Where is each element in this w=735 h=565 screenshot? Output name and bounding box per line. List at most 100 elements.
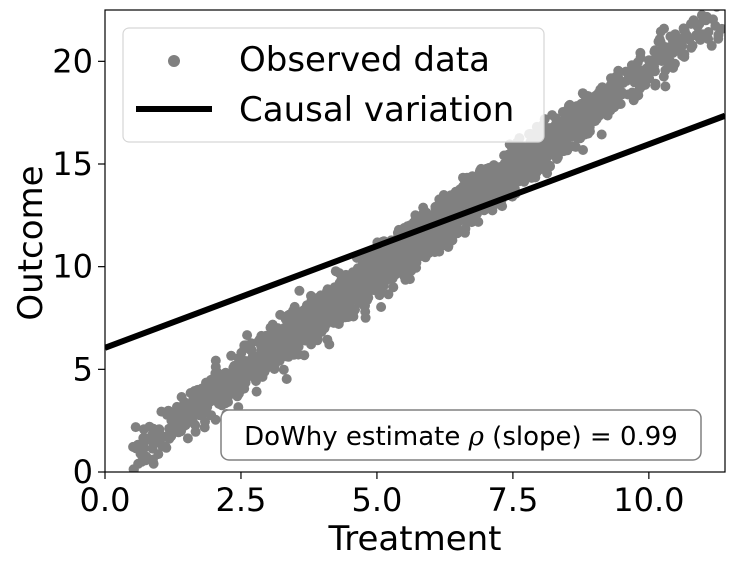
observed-point bbox=[418, 208, 429, 219]
observed-point bbox=[188, 407, 199, 417]
observed-point bbox=[232, 391, 243, 402]
observed-point bbox=[405, 241, 416, 251]
observed-point bbox=[523, 145, 534, 156]
observed-point bbox=[452, 228, 463, 239]
causal-variation-line bbox=[105, 112, 725, 351]
observed-point bbox=[460, 227, 470, 238]
observed-point bbox=[693, 32, 704, 42]
observed-point bbox=[464, 196, 475, 207]
y-tick-label: 20 bbox=[52, 42, 93, 80]
observed-point bbox=[443, 204, 454, 215]
observed-point bbox=[174, 404, 185, 415]
observed-point bbox=[597, 82, 608, 93]
observed-point bbox=[242, 330, 253, 341]
annotation-suffix: (slope) = 0.99 bbox=[484, 422, 678, 452]
observed-point bbox=[703, 34, 714, 44]
observed-point bbox=[322, 334, 333, 345]
observed-point bbox=[210, 355, 221, 366]
observed-point bbox=[579, 109, 590, 120]
observed-point bbox=[240, 369, 251, 380]
observed-point bbox=[384, 271, 395, 282]
observed-point bbox=[626, 72, 637, 83]
scatter-points bbox=[128, 0, 725, 472]
x-tick-label: 5.0 bbox=[351, 481, 402, 519]
observed-point bbox=[339, 292, 350, 303]
observed-point bbox=[512, 173, 523, 184]
observed-point bbox=[161, 442, 172, 453]
observed-point bbox=[281, 374, 292, 384]
observed-point bbox=[572, 102, 583, 113]
observed-point bbox=[660, 81, 671, 92]
observed-point bbox=[613, 65, 624, 76]
annotation-text: DoWhy estimate ρ (slope) = 0.99 bbox=[244, 422, 678, 452]
observed-point bbox=[543, 131, 553, 142]
observed-point bbox=[492, 173, 503, 184]
observed-point bbox=[272, 345, 283, 356]
observed-point bbox=[516, 166, 527, 177]
observed-point bbox=[251, 386, 262, 397]
observed-point bbox=[208, 373, 219, 384]
observed-point bbox=[312, 330, 323, 341]
observed-point bbox=[388, 282, 399, 293]
observed-point bbox=[497, 201, 508, 212]
observed-point bbox=[637, 75, 647, 86]
observed-point bbox=[485, 188, 496, 198]
observed-point bbox=[562, 104, 573, 115]
observed-point bbox=[362, 285, 373, 296]
observed-point bbox=[400, 274, 411, 285]
observed-point bbox=[190, 420, 201, 431]
observed-point bbox=[713, 29, 724, 40]
observed-point bbox=[239, 343, 250, 354]
x-tick-label: 2.5 bbox=[216, 481, 267, 519]
observed-point bbox=[580, 90, 591, 101]
observed-point bbox=[182, 433, 193, 444]
observed-point bbox=[430, 228, 441, 239]
observed-point bbox=[679, 49, 690, 60]
observed-point bbox=[655, 26, 666, 37]
observed-point bbox=[130, 422, 141, 433]
observed-point bbox=[220, 375, 230, 386]
observed-point bbox=[686, 42, 697, 53]
observed-point bbox=[360, 275, 371, 286]
observed-point bbox=[141, 451, 152, 462]
observed-point bbox=[356, 263, 366, 274]
annotation: DoWhy estimate ρ (slope) = 0.99 bbox=[220, 409, 702, 461]
observed-point bbox=[133, 458, 144, 469]
observed-point bbox=[374, 290, 385, 301]
observed-point bbox=[314, 312, 325, 322]
observed-point bbox=[612, 99, 623, 110]
observed-point bbox=[190, 391, 201, 402]
observed-point bbox=[360, 312, 371, 323]
observed-point bbox=[692, 21, 703, 32]
observed-point bbox=[376, 302, 387, 312]
observed-point bbox=[473, 216, 484, 227]
observed-point bbox=[382, 256, 393, 267]
observed-point bbox=[567, 115, 578, 126]
observed-point bbox=[315, 291, 326, 302]
y-axis-label: Outcome bbox=[11, 165, 51, 320]
legend-marker-observed bbox=[168, 55, 180, 67]
observed-point bbox=[643, 55, 654, 66]
observed-point bbox=[475, 165, 486, 176]
observed-point bbox=[201, 404, 211, 415]
observed-point bbox=[530, 172, 541, 183]
y-tick-label: 10 bbox=[52, 248, 93, 286]
observed-point bbox=[430, 201, 441, 212]
observed-point bbox=[236, 381, 247, 392]
observed-point bbox=[578, 145, 588, 155]
observed-point bbox=[713, 0, 723, 8]
observed-point bbox=[372, 250, 383, 261]
observed-point bbox=[306, 339, 317, 350]
observed-point bbox=[443, 242, 454, 252]
observed-point bbox=[596, 129, 607, 140]
x-tick-label: 0.0 bbox=[80, 481, 131, 519]
observed-point bbox=[288, 305, 299, 316]
observed-point bbox=[244, 359, 255, 370]
observed-point bbox=[542, 168, 553, 179]
annotation-prefix: DoWhy estimate bbox=[244, 422, 468, 452]
observed-point bbox=[618, 78, 629, 88]
x-tick-label: 10.0 bbox=[613, 481, 684, 519]
observed-point bbox=[393, 224, 404, 235]
x-axis-label: Treatment bbox=[327, 519, 501, 559]
observed-point bbox=[536, 157, 547, 168]
